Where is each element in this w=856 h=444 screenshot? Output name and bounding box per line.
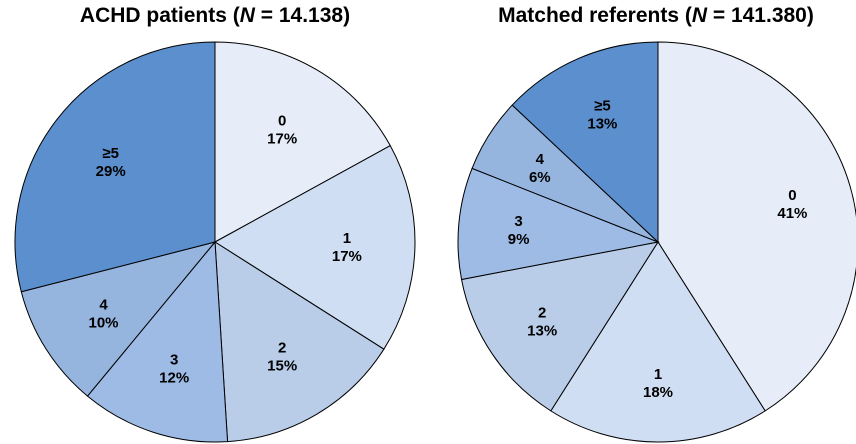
slice-category-label: 4	[536, 151, 545, 168]
pie-slice-referents-1	[550, 241, 766, 443]
title-prefix: Matched referents (	[498, 4, 692, 27]
pie-slice-referents-2	[460, 241, 660, 412]
slice-percent-label: 10%	[88, 315, 118, 332]
pie-achd: 017%117%215%312%410%≥529%	[14, 41, 416, 443]
pie-slice-referents-5	[511, 41, 659, 244]
slice-percent-label: 17%	[332, 248, 362, 265]
slice-category-label: 2	[538, 305, 546, 322]
title-prefix: ACHD patients (	[79, 4, 240, 27]
slice-category-label: 4	[99, 297, 108, 314]
title-n: N	[239, 4, 255, 27]
slice-category-label: 1	[343, 230, 351, 247]
slice-percent-label: 6%	[529, 169, 551, 186]
pie-slice-referents-0	[657, 41, 856, 412]
slice-percent-label: 15%	[267, 358, 297, 375]
pie-slice-achd-5	[14, 41, 216, 293]
slice-category-label: 1	[654, 366, 662, 383]
slice-percent-label: 41%	[777, 205, 807, 222]
slice-percent-label: 29%	[96, 163, 126, 180]
slice-category-label: 0	[788, 187, 796, 204]
slice-percent-label: 13%	[587, 116, 617, 133]
pie-slice-achd-1	[214, 144, 416, 350]
pie-slice-referents-3	[457, 167, 660, 281]
pie-slice-achd-4	[20, 241, 217, 397]
chart-title-referents: Matched referents (N = 141.380)	[456, 4, 856, 28]
title-n: N	[691, 4, 708, 27]
slice-category-label: 0	[278, 112, 286, 129]
slice-percent-label: 18%	[643, 384, 673, 401]
title-suffix: = 14.138)	[254, 4, 351, 27]
pie-slice-achd-2	[214, 241, 385, 443]
slice-percent-label: 13%	[527, 323, 557, 340]
slice-percent-label: 17%	[267, 130, 297, 147]
slice-category-label: 3	[170, 352, 178, 369]
pie-slice-achd-3	[86, 240, 229, 443]
title-suffix: = 141.380)	[707, 4, 814, 27]
pie-slice-achd-0	[214, 41, 391, 243]
slice-category-label: ≥5	[102, 145, 119, 162]
slice-percent-label: 9%	[508, 231, 530, 248]
slice-category-label: 2	[278, 340, 286, 357]
slice-category-label: ≥5	[594, 98, 611, 115]
slice-category-label: 3	[514, 213, 522, 230]
chart-title-achd: ACHD patients (N = 14.138)	[15, 4, 415, 28]
pie-referents: 041%118%213%39%46%≥513%	[457, 41, 856, 443]
slice-percent-label: 12%	[159, 370, 189, 387]
